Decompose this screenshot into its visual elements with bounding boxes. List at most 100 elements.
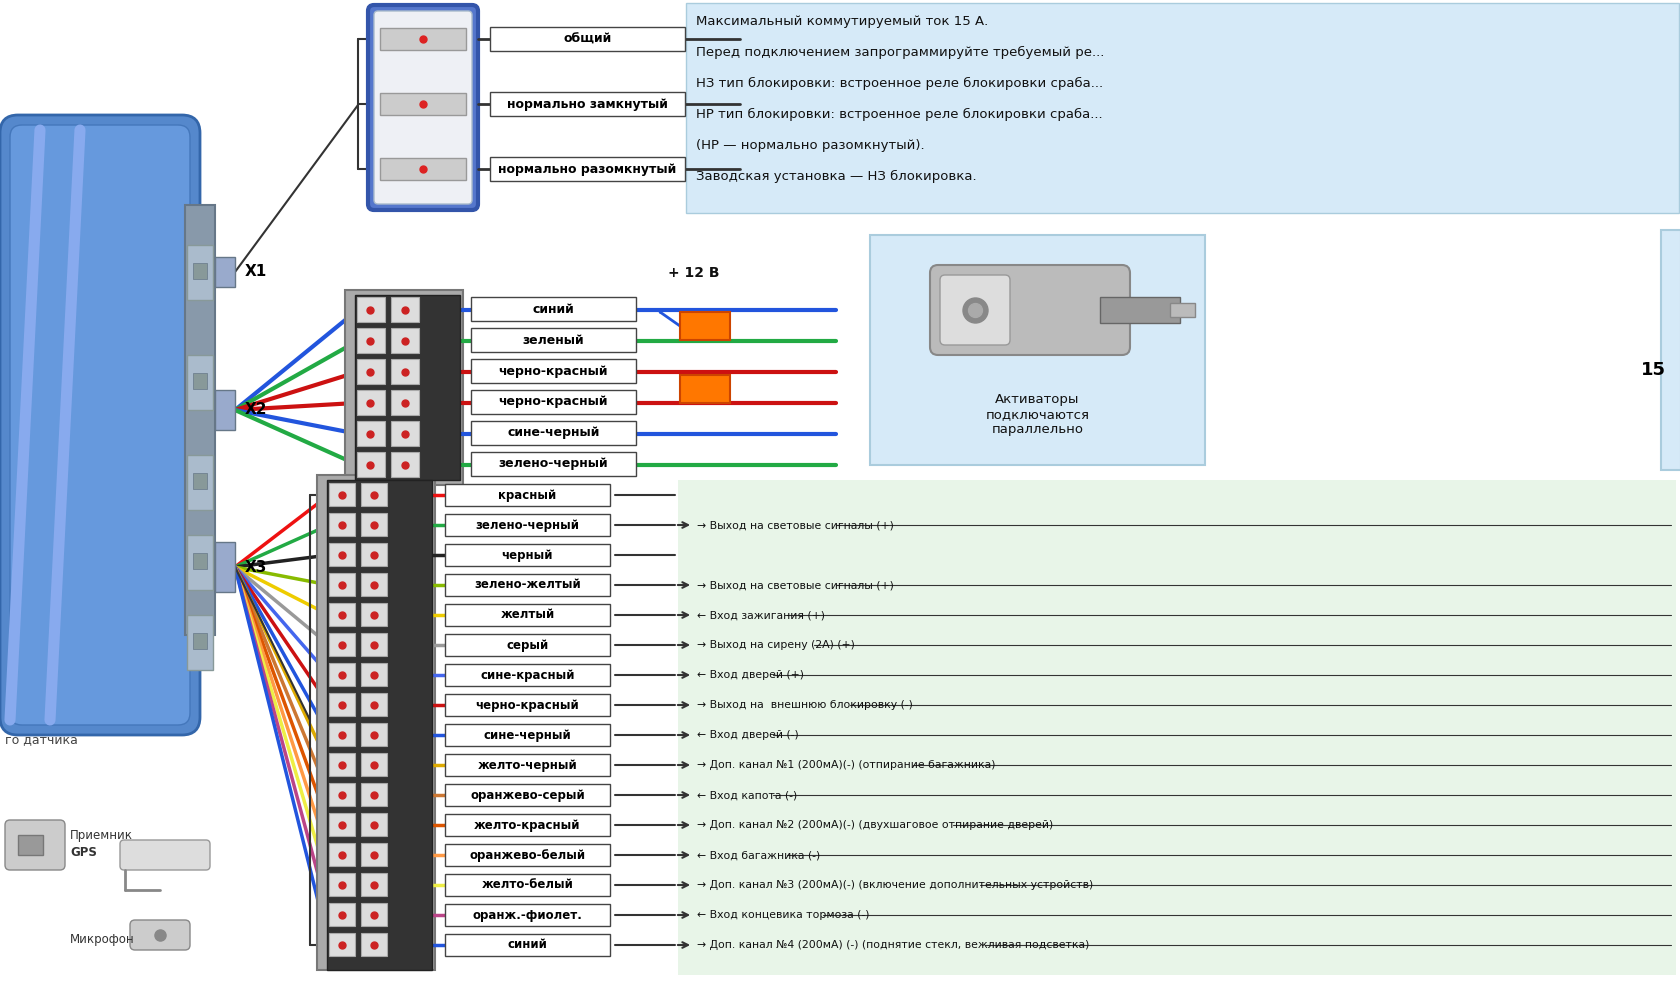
Text: 15: 15 [1640, 361, 1665, 379]
Text: серый: серый [506, 639, 548, 652]
Bar [329, 753, 354, 776]
Bar [391, 421, 418, 446]
Text: ← Вход багажника (-): ← Вход багажника (-) [697, 850, 820, 860]
Bar [361, 723, 386, 746]
Text: → Выход на световые сигналы (+): → Выход на световые сигналы (+) [697, 580, 894, 590]
Text: черный: черный [501, 548, 553, 561]
Text: Микрофон: Микрофон [71, 934, 134, 947]
Bar [361, 933, 386, 956]
Text: желто-белый: желто-белый [480, 878, 573, 891]
Text: общий: общий [563, 32, 612, 45]
Text: черно-красный: черно-красный [475, 698, 580, 711]
Text: синий: синий [533, 303, 575, 316]
Text: 10 А: 10 А [689, 320, 721, 333]
Bar [329, 663, 354, 686]
Bar [18, 835, 44, 855]
Bar [193, 263, 207, 279]
Bar [329, 693, 354, 716]
Text: черно-красный: черно-красный [499, 364, 608, 377]
Text: ← Вход капота (-): ← Вход капота (-) [697, 790, 796, 800]
Bar [354, 295, 460, 480]
Bar [391, 390, 418, 414]
Text: НР тип блокировки: встроенное реле блокировки сраба...: НР тип блокировки: встроенное реле блоки… [696, 108, 1102, 121]
Text: Активаторы
подключаются
параллельно: Активаторы подключаются параллельно [984, 393, 1089, 436]
Bar [361, 873, 386, 896]
Bar [1099, 297, 1179, 323]
Bar [185, 205, 215, 635]
Bar [445, 694, 610, 716]
Bar [489, 92, 684, 116]
Bar [329, 573, 354, 596]
Bar [356, 328, 385, 353]
Bar [356, 421, 385, 446]
Bar [193, 473, 207, 489]
Bar [445, 514, 610, 536]
Bar [329, 483, 354, 506]
Bar [329, 723, 354, 746]
Text: → Выход на сирену (2А) (+): → Выход на сирену (2А) (+) [697, 640, 855, 650]
Text: сине-черный: сине-черный [484, 728, 571, 741]
Bar [361, 903, 386, 926]
Bar [329, 633, 354, 656]
Text: → Выход на  внешнюю блокировку (-): → Выход на внешнюю блокировку (-) [697, 700, 912, 710]
Text: зелено-желтый: зелено-желтый [474, 578, 581, 592]
FancyBboxPatch shape [939, 275, 1010, 345]
Bar [680, 312, 729, 340]
Bar [186, 455, 213, 510]
Bar [193, 633, 207, 649]
Bar [445, 664, 610, 686]
Text: → Выход на световые сигналы (+): → Выход на световые сигналы (+) [697, 520, 894, 530]
Text: ← Вход концевика тормоза (-): ← Вход концевика тормоза (-) [697, 910, 869, 920]
Bar [329, 513, 354, 536]
Text: желтый: желтый [501, 609, 554, 622]
Bar [361, 693, 386, 716]
Bar [186, 535, 213, 590]
Bar [329, 603, 354, 626]
Bar [186, 245, 213, 300]
Bar [215, 257, 235, 287]
Bar [489, 157, 684, 181]
Bar [1660, 230, 1680, 470]
Bar [361, 843, 386, 866]
Bar [391, 359, 418, 384]
Text: X2: X2 [245, 402, 267, 417]
Bar [329, 903, 354, 926]
Text: НЗ тип блокировки: встроенное реле блокировки сраба...: НЗ тип блокировки: встроенное реле блоки… [696, 76, 1102, 90]
Text: синий: синий [507, 939, 548, 952]
FancyBboxPatch shape [368, 5, 477, 210]
FancyBboxPatch shape [119, 840, 210, 870]
Bar [344, 290, 462, 485]
Bar [361, 813, 386, 836]
Bar [445, 904, 610, 926]
Bar [470, 298, 635, 321]
Bar [215, 542, 235, 592]
Bar [329, 873, 354, 896]
Text: X1: X1 [245, 265, 267, 280]
FancyBboxPatch shape [10, 125, 190, 725]
Text: → Доп. канал №3 (200мА)(-) (включение дополнительных устройств): → Доп. канал №3 (200мА)(-) (включение до… [697, 880, 1092, 890]
Bar [489, 27, 684, 51]
Text: сине-черный: сине-черный [507, 427, 600, 440]
Text: → Доп. канал №4 (200мА) (-) (поднятие стекл, вежливая подсветка): → Доп. канал №4 (200мА) (-) (поднятие ст… [697, 940, 1089, 950]
Text: ← Вход зажигания (+): ← Вход зажигания (+) [697, 610, 825, 620]
Bar [391, 328, 418, 353]
Bar [445, 874, 610, 896]
Bar [329, 543, 354, 566]
Text: зелено-черный: зелено-черный [499, 457, 608, 470]
Bar [215, 390, 235, 430]
Text: оранжево-серый: оранжево-серый [470, 789, 585, 802]
FancyBboxPatch shape [373, 11, 472, 204]
Bar [470, 452, 635, 476]
Text: 10 А: 10 А [689, 382, 721, 395]
Bar [356, 359, 385, 384]
Text: Перед подключением запрограммируйте требуемый ре...: Перед подключением запрограммируйте треб… [696, 45, 1104, 58]
Bar [328, 480, 432, 970]
Text: желто-красный: желто-красный [474, 819, 580, 832]
Bar [380, 28, 465, 50]
Bar [445, 604, 610, 626]
Bar [361, 783, 386, 806]
Bar [445, 844, 610, 866]
Bar [470, 359, 635, 383]
Text: черно-красный: черно-красный [499, 395, 608, 408]
Bar [445, 484, 610, 506]
